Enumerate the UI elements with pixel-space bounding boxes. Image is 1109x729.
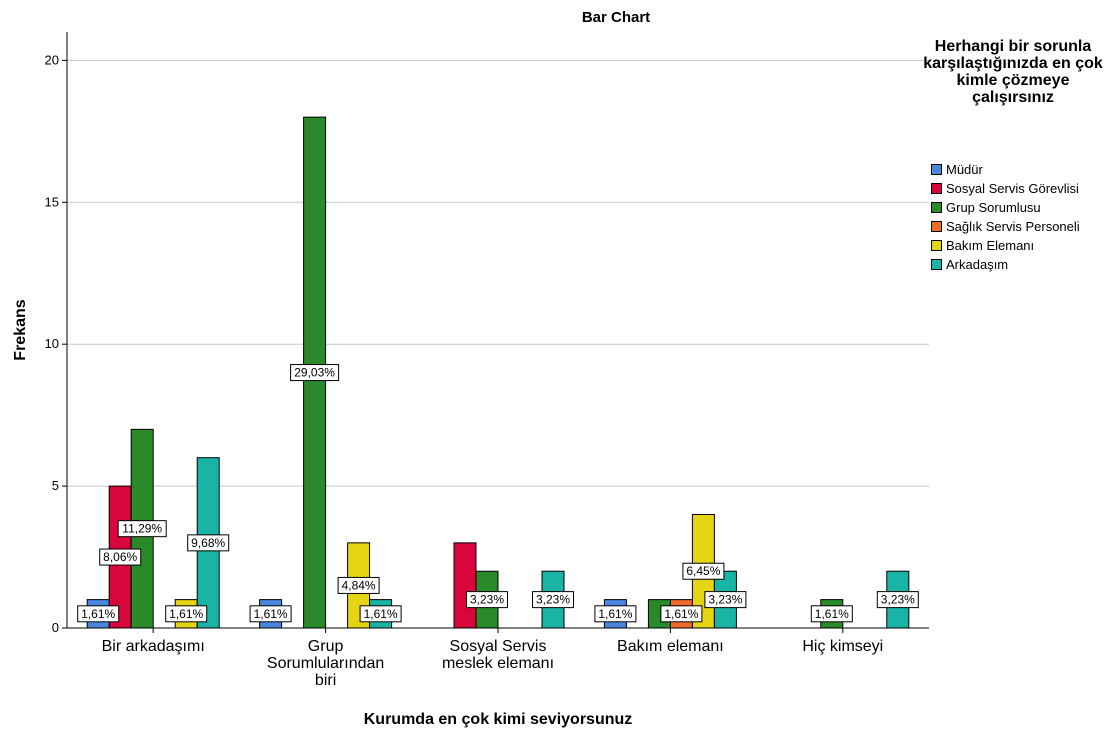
- legend-title: Herhangi bir sorunla karşılaştığınızda e…: [923, 38, 1103, 106]
- y-tick-label: 0: [52, 620, 59, 635]
- y-tick-label: 10: [45, 336, 59, 351]
- data-label-box: [660, 605, 703, 623]
- legend-swatch: [931, 202, 942, 213]
- legend-item: Bakım Elemanı: [931, 236, 1080, 255]
- y-axis-label: Frekans: [12, 299, 29, 360]
- data-label: 29,03%: [294, 366, 335, 380]
- legend-swatch: [931, 164, 942, 175]
- legend-label: Sağlık Servis Personeli: [946, 219, 1080, 234]
- data-label-box: [249, 605, 292, 623]
- data-label: 1,61%: [169, 607, 203, 621]
- legend-swatch: [931, 221, 942, 232]
- legend-label: Grup Sorumlusu: [946, 200, 1041, 215]
- data-label-box: [99, 548, 142, 566]
- x-tick-label: Grup: [308, 638, 344, 655]
- data-label: 1,61%: [81, 607, 115, 621]
- bars: [86, 116, 910, 629]
- data-label-box: [77, 605, 120, 623]
- legend-item: Arkadaşım: [931, 255, 1080, 274]
- x-axis-label: Kurumda en çok kimi seviyorsunuz: [364, 711, 633, 728]
- data-label-box: [117, 520, 167, 538]
- x-tick-label: Hiç kimseyi: [802, 638, 883, 655]
- y-tick-label: 20: [45, 52, 59, 67]
- x-tick-label: Sorumlularından: [267, 655, 384, 672]
- legend-item: Grup Sorumlusu: [931, 198, 1080, 217]
- x-tick-label: Bakım elemanı: [617, 638, 724, 655]
- grid-lines: [67, 59, 929, 487]
- data-label-box: [466, 591, 508, 609]
- data-label: 3,23%: [708, 593, 742, 607]
- data-label: 1,61%: [815, 607, 849, 621]
- chart-title: Bar Chart: [582, 9, 650, 26]
- data-label-box: [704, 591, 747, 609]
- x-tick-label: Bir arkadaşımı: [102, 638, 205, 655]
- legend-swatch: [931, 183, 942, 194]
- data-label: 3,23%: [881, 593, 915, 607]
- data-label: 4,84%: [342, 578, 376, 592]
- data-label-box: [532, 591, 574, 609]
- x-tick-label: Sosyal Servis: [450, 638, 547, 655]
- legend-label: Sosyal Servis Görevlisi: [946, 181, 1079, 196]
- data-label-box: [682, 562, 725, 580]
- x-tick-label: meslek elemanı: [442, 655, 554, 672]
- data-label: 8,06%: [103, 550, 137, 564]
- data-label-box: [337, 576, 380, 594]
- data-label: 3,23%: [536, 593, 570, 607]
- y-axis-ticks: 0 5 10 15 20: [45, 52, 67, 635]
- data-label-box: [594, 605, 637, 623]
- data-label-box: [876, 591, 919, 609]
- data-labels: 1,61% 8,06% 11,29% 1,61% 9,68% 1,61% 29,03% 4,8…: [77, 364, 919, 623]
- legend-swatch: [931, 259, 942, 270]
- data-label-box: [187, 534, 230, 552]
- data-label-box: [359, 605, 402, 623]
- data-label-box: [290, 364, 340, 382]
- data-label: 1,61%: [598, 607, 632, 621]
- data-label: 6,45%: [686, 564, 720, 578]
- legend-item: Müdür: [931, 160, 1080, 179]
- data-label: 1,61%: [254, 607, 288, 621]
- legend: Müdür Sosyal Servis Görevlisi Grup Sorumlu…: [931, 160, 1080, 274]
- legend-label: Müdür: [946, 162, 983, 177]
- legend-item: Sağlık Servis Personeli: [931, 217, 1080, 236]
- bar: [453, 542, 477, 629]
- data-label: 3,23%: [470, 593, 504, 607]
- legend-label: Arkadaşım: [946, 257, 1009, 272]
- legend-swatch: [931, 240, 942, 251]
- legend-item: Sosyal Servis Görevlisi: [931, 179, 1080, 198]
- data-label: 11,29%: [122, 522, 162, 536]
- data-label: 1,61%: [364, 607, 398, 621]
- legend-label: Bakım Elemanı: [946, 238, 1035, 253]
- data-label: 1,61%: [664, 607, 698, 621]
- x-tick-label: biri: [315, 672, 336, 689]
- y-tick-label: 15: [45, 194, 59, 209]
- y-tick-label: 5: [52, 478, 59, 493]
- data-label-box: [810, 605, 853, 623]
- data-label: 9,68%: [191, 536, 225, 550]
- data-label-box: [165, 605, 208, 623]
